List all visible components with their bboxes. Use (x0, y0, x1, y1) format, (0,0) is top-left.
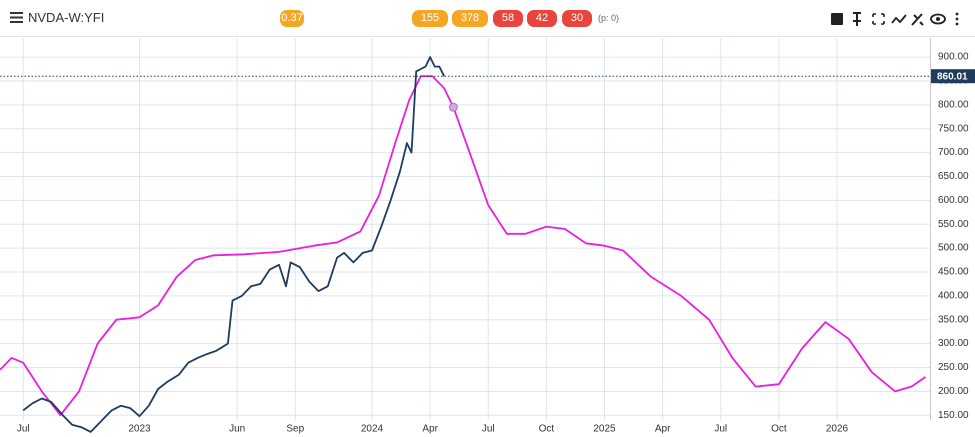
x-tick-label: 2023 (128, 424, 151, 435)
x-tick-label: Apr (655, 424, 671, 435)
more-icon[interactable] (955, 12, 959, 16)
x-tick-label: 2026 (826, 424, 849, 435)
y-tick-label: 900.00 (938, 52, 969, 63)
eye-icon[interactable] (930, 13, 946, 25)
trend-icon[interactable] (891, 14, 907, 24)
y-tick-label: 300.00 (938, 338, 969, 349)
y-tick-label: 700.00 (938, 147, 969, 158)
menu-icon[interactable] (10, 12, 23, 23)
y-tick-label: 800.00 (938, 99, 969, 110)
y-tick-label: 600.00 (938, 195, 969, 206)
badge[interactable]: 58 (493, 10, 523, 27)
y-tick-label: 400.00 (938, 290, 969, 301)
y-tick-label: 150.00 (938, 410, 969, 421)
fullscreen-icon[interactable] (872, 13, 885, 25)
series-line (22, 56, 445, 433)
badge[interactable]: 0.37 (280, 10, 304, 27)
y-tick-label: 500.00 (938, 243, 969, 254)
save-icon[interactable] (831, 13, 843, 25)
x-tick-label: Jun (229, 424, 245, 435)
toolbar-icons (831, 12, 959, 26)
x-tick-label: Jul (17, 424, 30, 435)
x-tick-label: Oct (771, 424, 787, 435)
y-tick-label: 550.00 (938, 219, 969, 230)
x-tick-label: Oct (539, 424, 555, 435)
y-tick-label: 250.00 (938, 362, 969, 373)
y-tick-label: 350.00 (938, 314, 969, 325)
x-tick-label: 2024 (361, 424, 384, 435)
y-tick-label: 450.00 (938, 267, 969, 278)
badge[interactable]: 42 (527, 10, 557, 27)
symbol-title[interactable]: NVDA-W:YFI (28, 10, 105, 25)
x-tick-label: Sep (286, 424, 304, 435)
pin-icon[interactable] (853, 12, 861, 26)
x-tick-label: Jul (714, 424, 727, 435)
marker-point (448, 102, 458, 112)
y-tick-label: 650.00 (938, 171, 969, 182)
badge[interactable]: 30 (562, 10, 592, 27)
x-tick-label: 2025 (593, 424, 616, 435)
badge[interactable]: 155 (412, 10, 448, 27)
series-line (0, 75, 926, 417)
y-tick-label: 200.00 (938, 386, 969, 397)
last-price-tag (931, 69, 975, 84)
badge[interactable]: 378 (452, 10, 488, 27)
x-tick-label: Jul (482, 424, 495, 435)
toolbar: NVDA-W:YFI (p: 0) 0.37 155 378 58 42 30 (0, 0, 975, 36)
last-price-label: 860.01 (937, 71, 968, 82)
draw-icon[interactable] (911, 13, 924, 26)
x-tick-label: Apr (422, 424, 438, 435)
period-note: (p: 0) (598, 13, 620, 23)
y-tick-label: 750.00 (938, 123, 969, 134)
